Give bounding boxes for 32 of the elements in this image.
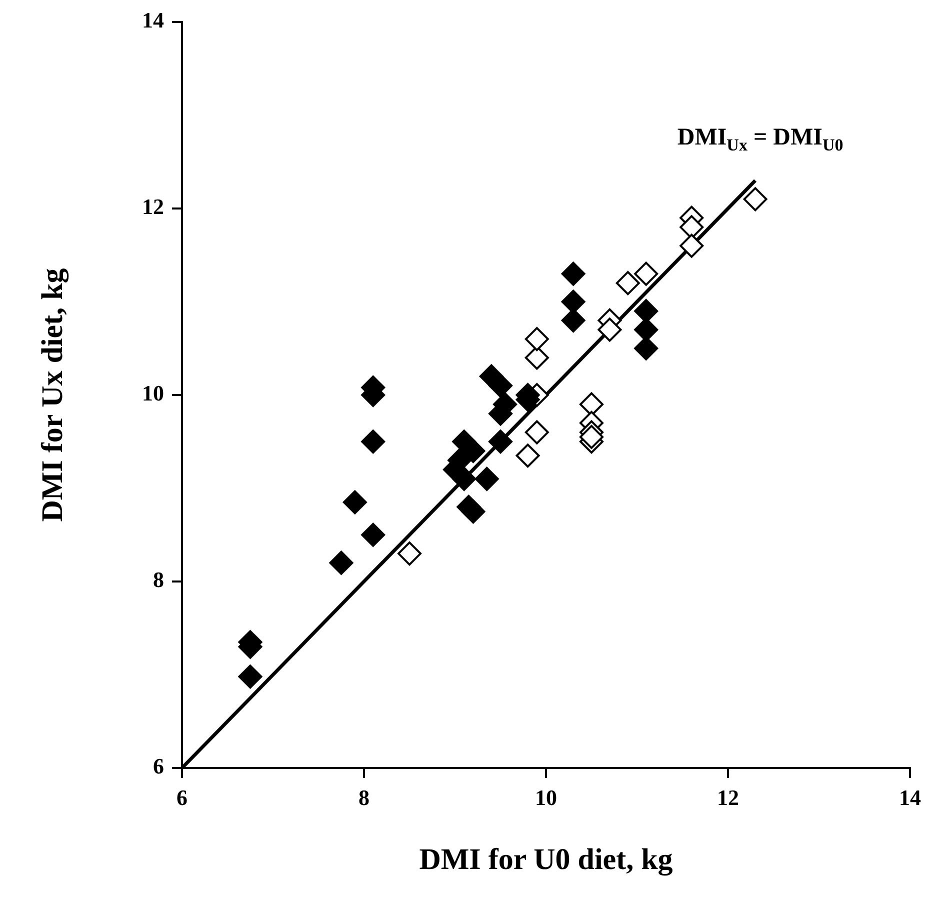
y-tick-label: 14 — [142, 8, 164, 33]
point — [361, 522, 386, 547]
point — [516, 444, 540, 468]
point — [238, 664, 262, 689]
point — [474, 466, 499, 491]
point — [361, 430, 386, 454]
x-tick-label: 12 — [717, 784, 739, 810]
point — [342, 490, 367, 514]
point — [561, 262, 586, 286]
point — [488, 374, 512, 398]
y-tick-label: 8 — [153, 567, 164, 592]
point — [329, 550, 354, 575]
y-tick-label: 12 — [142, 194, 164, 220]
point — [598, 318, 622, 342]
point — [634, 262, 658, 286]
y-axis-title: DMI for Ux diet, kg — [36, 268, 69, 522]
x-tick-label: 10 — [535, 784, 557, 810]
point — [524, 327, 549, 352]
point — [524, 420, 549, 444]
x-tick-label: 6 — [176, 784, 188, 810]
y-tick-label: 10 — [142, 380, 164, 406]
x-tick-label: 8 — [358, 784, 370, 810]
point — [580, 424, 604, 449]
point — [616, 271, 640, 296]
x-tick-label: 14 — [899, 784, 921, 810]
point — [398, 542, 422, 566]
point — [743, 187, 768, 212]
y-tick-label: 6 — [153, 754, 164, 779]
point — [488, 430, 512, 454]
point — [680, 234, 704, 258]
x-axis-title: DMI for U0 diet, kg — [419, 842, 673, 876]
point — [461, 500, 486, 524]
